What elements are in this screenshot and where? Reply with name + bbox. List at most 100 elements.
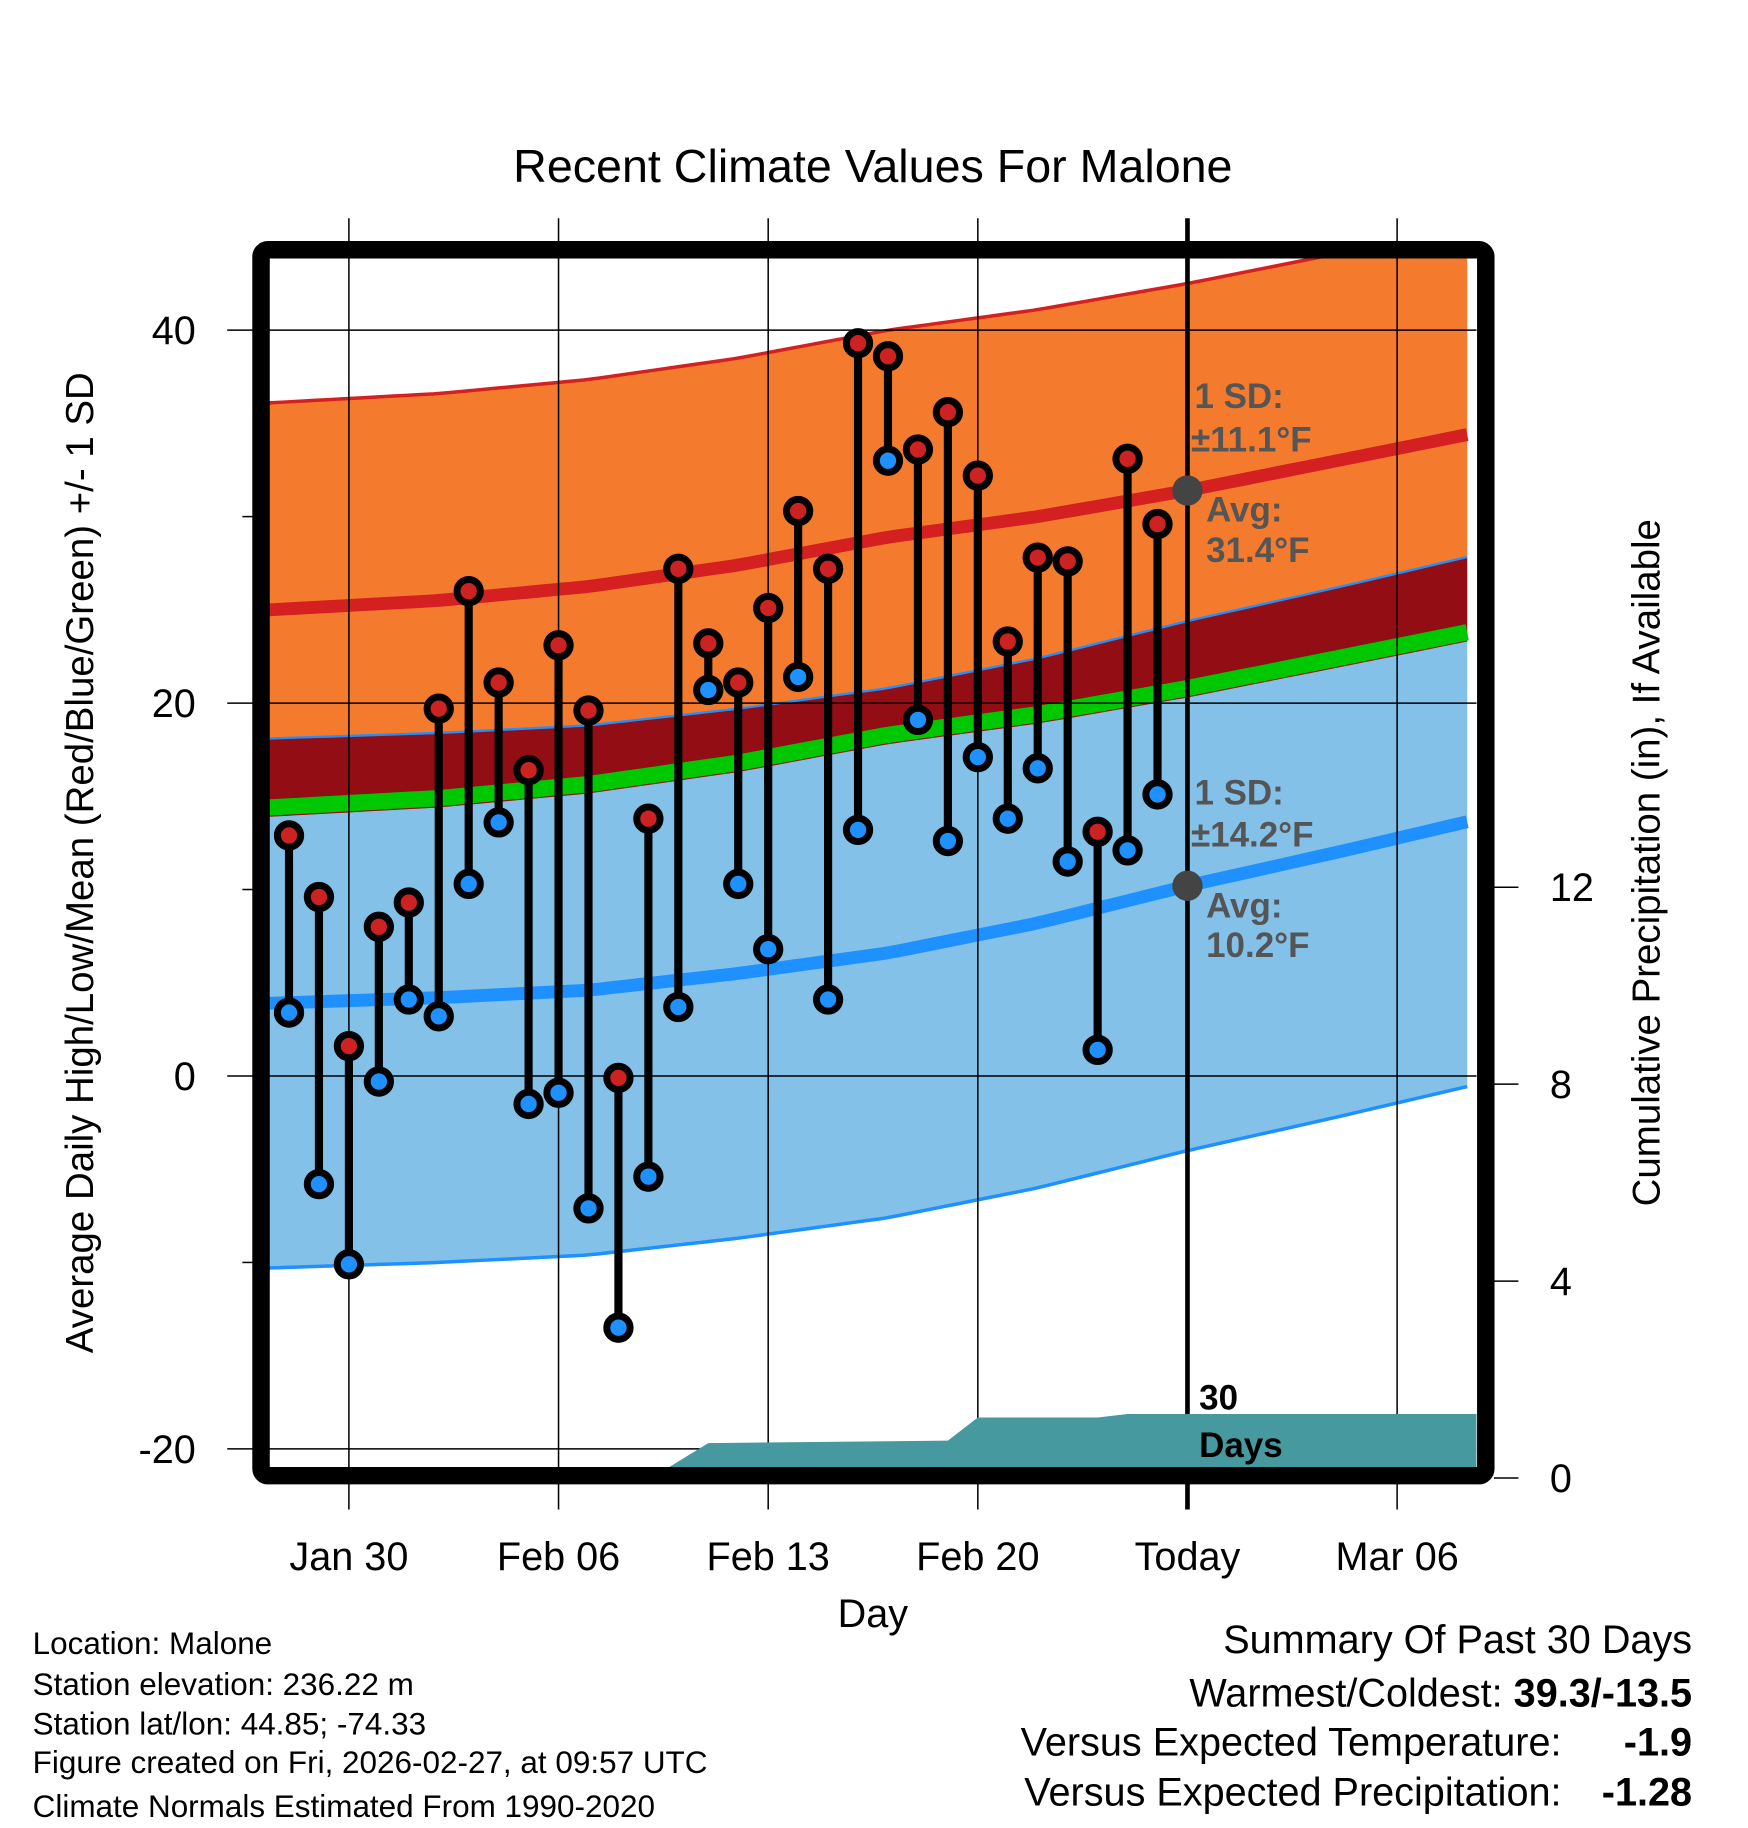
- low-point: [513, 1088, 544, 1120]
- high-point: [543, 630, 574, 661]
- daily-marks: [273, 328, 1203, 1343]
- high-point: [1052, 546, 1083, 577]
- summary-panel: Summary Of Past 30 Days Warmest/Coldest:…: [1021, 1618, 1692, 1815]
- created-text: Figure created on Fri, 2026-02-27, at 09…: [33, 1745, 708, 1780]
- elevation-text: Station elevation: 236.22 m: [33, 1667, 414, 1702]
- x-axis-label: Day: [838, 1592, 909, 1636]
- low-sd-value: ±14.2°F: [1191, 815, 1314, 854]
- precip-days-label-1: 30: [1199, 1378, 1238, 1417]
- high-point: [812, 553, 844, 584]
- x-tick-labels: Jan 30 Feb 06 Feb 13 Feb 20 Today Mar 06: [289, 1535, 1458, 1579]
- high-point: [693, 628, 724, 659]
- y-tick-label: -20: [139, 1428, 196, 1472]
- low-point: [633, 1161, 664, 1192]
- high-point: [663, 553, 694, 584]
- low-point: [1052, 846, 1083, 877]
- low-point: [573, 1193, 604, 1224]
- today-avg-low-dot: [1172, 870, 1203, 901]
- high-point: [303, 881, 335, 913]
- high-point: [363, 911, 394, 942]
- low-sd-label: 1 SD:: [1194, 773, 1283, 812]
- station-info: Location: Malone Station elevation: 236.…: [33, 1626, 708, 1824]
- today-avg-high-dot: [1172, 475, 1203, 506]
- high-point: [393, 887, 424, 918]
- low-point: [663, 991, 694, 1023]
- y-tick-label: 0: [174, 1055, 196, 1099]
- low-point: [992, 803, 1023, 834]
- low-avg-label: Avg:: [1206, 886, 1282, 925]
- high-point: [782, 495, 814, 527]
- low-point: [483, 807, 514, 838]
- x-tick-label: Jan 30: [289, 1535, 408, 1579]
- high-point: [483, 667, 514, 698]
- x-tick-label: Mar 06: [1335, 1535, 1458, 1579]
- plot-frame: [252, 241, 1495, 1485]
- annotations: 1 SD: ±11.1°F Avg: 31.4°F 1 SD: ±14.2°F …: [1191, 377, 1314, 1465]
- overlap-band: [269, 557, 1468, 817]
- high-point: [423, 693, 454, 724]
- latlon-text: Station lat/lon: 44.85; -74.33: [33, 1706, 426, 1741]
- high-point: [723, 667, 754, 698]
- y2-axis-label: Cumulative Precipitation (in), If Availa…: [1625, 519, 1668, 1206]
- high-point: [453, 576, 484, 607]
- low-point: [333, 1249, 365, 1280]
- high-point: [1142, 508, 1173, 540]
- y-axis-label: Average Daily High/Low/Mean (Red/Blue/Gr…: [59, 372, 102, 1353]
- high-point: [1112, 443, 1143, 474]
- low-point: [603, 1312, 634, 1343]
- x-tick-label: Feb 13: [707, 1535, 830, 1579]
- low-point: [453, 868, 484, 900]
- high-point: [962, 460, 993, 491]
- low-point: [723, 868, 754, 900]
- location-text: Location: Malone: [33, 1626, 273, 1661]
- high-point: [633, 803, 664, 834]
- y-tick-label: 20: [152, 682, 196, 726]
- precip-area: [666, 1414, 1477, 1469]
- warmest-value: 39.3/-13.5: [1514, 1671, 1692, 1715]
- warmest-coldest: Warmest/Coldest: 39.3/-13.5: [1189, 1671, 1692, 1715]
- high-point: [273, 820, 305, 851]
- y2-tick-label: 8: [1550, 1063, 1572, 1107]
- chart-title: Recent Climate Values For Malone: [513, 140, 1232, 192]
- warmest-label: Warmest/Coldest:: [1189, 1671, 1513, 1715]
- avg-low-line: [269, 815, 1469, 1010]
- x-tick-label: Feb 06: [497, 1535, 620, 1579]
- high-point: [603, 1062, 634, 1093]
- high-avg-label: Avg:: [1206, 490, 1282, 529]
- high-point: [753, 592, 784, 624]
- low-point: [902, 704, 934, 736]
- low-point: [273, 997, 305, 1028]
- high-point: [842, 328, 874, 359]
- low-point: [753, 934, 784, 965]
- low-point: [303, 1168, 335, 1200]
- low-point: [812, 984, 844, 1015]
- high-point: [872, 341, 904, 372]
- low-point: [363, 1066, 394, 1097]
- high-point: [333, 1030, 365, 1062]
- low-point: [1112, 835, 1143, 866]
- normals-text: Climate Normals Estimated From 1990-2020: [33, 1789, 655, 1824]
- temp-label: Versus Expected Temperature:: [1021, 1720, 1562, 1764]
- temp-value: -1.9: [1624, 1720, 1692, 1764]
- high-point: [902, 434, 934, 465]
- y2-tick-labels: 12 8 4 0: [1550, 866, 1594, 1501]
- high-point: [573, 695, 604, 726]
- precip-area-group: [666, 1414, 1477, 1469]
- high-point: [932, 397, 964, 428]
- summary-title: Summary Of Past 30 Days: [1223, 1618, 1692, 1662]
- low-point: [842, 814, 874, 846]
- high-point: [513, 755, 544, 786]
- low-point: [423, 1001, 454, 1032]
- low-point: [1022, 753, 1053, 784]
- low-point: [543, 1077, 574, 1108]
- high-sd-label: 1 SD:: [1194, 377, 1283, 416]
- low-point: [872, 445, 904, 476]
- y2-tick-label: 12: [1550, 866, 1594, 910]
- x-tick-label: Today: [1135, 1535, 1241, 1579]
- high-point: [992, 626, 1023, 657]
- normals-bands: [269, 257, 1469, 1270]
- high-avg-value: 31.4°F: [1206, 531, 1309, 570]
- low-point: [932, 825, 964, 857]
- high-point: [1082, 816, 1113, 847]
